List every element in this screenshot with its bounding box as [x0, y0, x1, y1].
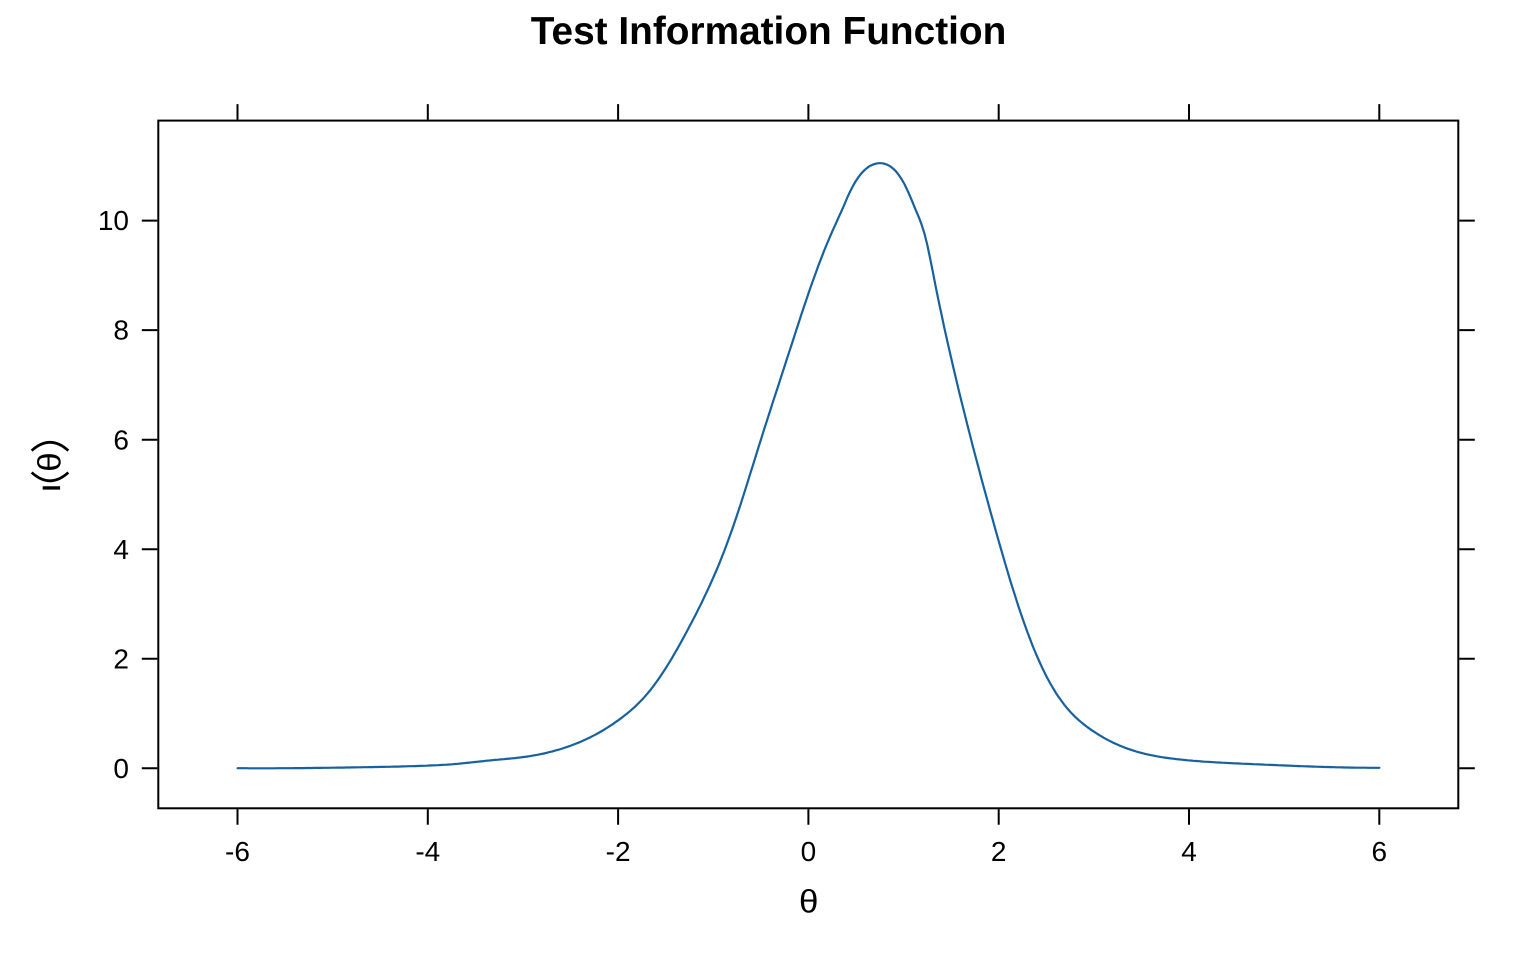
svg-text:-4: -4 [415, 836, 440, 867]
svg-text:6: 6 [1372, 836, 1388, 867]
svg-text:0: 0 [801, 836, 817, 867]
svg-text:-2: -2 [606, 836, 631, 867]
svg-text:Test Information Function: Test Information Function [531, 10, 1007, 53]
svg-text:θ: θ [33, 452, 68, 471]
svg-text:4: 4 [113, 534, 129, 565]
svg-text:2: 2 [113, 643, 129, 674]
svg-text:2: 2 [991, 836, 1007, 867]
svg-text:θ: θ [799, 885, 818, 920]
svg-text:8: 8 [113, 315, 129, 346]
svg-text:6: 6 [113, 424, 129, 455]
svg-text:-6: -6 [225, 836, 250, 867]
svg-text:4: 4 [1181, 836, 1197, 867]
svg-text:10: 10 [98, 205, 129, 236]
svg-text:0: 0 [113, 753, 129, 784]
